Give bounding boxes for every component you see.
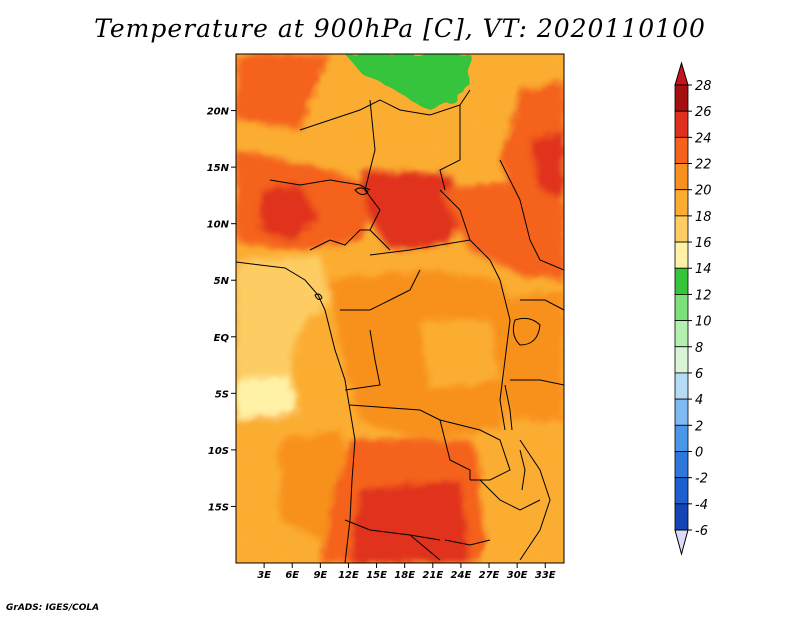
colorbar-segment: [674, 424, 689, 452]
lat-tick-label: 10S: [208, 446, 229, 457]
border-drc-west: [344, 329, 381, 391]
colorbar-label: 6: [695, 367, 703, 382]
border-mozambique: [519, 439, 551, 561]
field-cool-patch: [345, 54, 470, 110]
border-zambia: [439, 419, 511, 481]
field-congo-center: [420, 320, 500, 390]
colorbar-label: 4: [695, 393, 703, 408]
colorbar-segment: [674, 241, 689, 269]
borders: [236, 89, 564, 563]
colorbar-segment: [674, 372, 689, 400]
colorbar-segment: [674, 163, 689, 191]
colorbar-segment: [674, 346, 689, 374]
colorbar-label: 18: [695, 210, 712, 225]
colorbar-segment: [674, 267, 689, 295]
border-car: [369, 239, 501, 281]
lon-tick-label: 24E: [451, 570, 472, 581]
field-sahel-hotspot: [260, 185, 320, 240]
colorbar-label: 24: [695, 131, 712, 146]
border-zimbabwe: [479, 479, 541, 511]
longitude-ticks: 3E 6E 9E 12E 15E 18E 21E 24E 27E 30E 33E: [257, 563, 556, 581]
colorbar-label: 26: [695, 105, 712, 120]
lon-tick-label: 30E: [507, 570, 528, 581]
border-niger-nigeria: [269, 179, 371, 191]
colorbar-label: 20: [695, 184, 712, 199]
border-congo: [340, 269, 421, 311]
lake-victoria: [512, 317, 541, 346]
lat-tick-label: 5N: [214, 276, 230, 287]
lon-tick-label: 9E: [313, 570, 327, 581]
lon-tick-label: 18E: [394, 570, 415, 581]
lon-tick-label: 12E: [338, 570, 359, 581]
field-south-hot: [350, 480, 470, 563]
colorbar-label: -6: [695, 524, 708, 539]
border-tanzania: [510, 379, 564, 386]
border-east-1: [499, 159, 564, 271]
lon-tick-label: 6E: [285, 570, 299, 581]
colorbar-segment: [674, 477, 689, 505]
colorbar-label: 8: [695, 341, 703, 356]
lon-tick-label: 3E: [257, 570, 271, 581]
map-title: Temperature at 900hPa [C], VT: 202011010…: [94, 14, 706, 43]
colorbar-label: 16: [695, 236, 712, 251]
lon-tick-label: 21E: [422, 570, 443, 581]
border-botswana: [409, 534, 441, 561]
lon-tick-label: 33E: [535, 570, 556, 581]
border-sahel-north: [299, 89, 471, 131]
colorbar-label: 10: [695, 315, 712, 330]
colorbar-label: 14: [695, 262, 712, 277]
colorbar-segment: [674, 84, 689, 112]
colorbar-segment: [674, 110, 689, 138]
border-libya-sudan: [439, 105, 461, 191]
border-angola-south: [344, 519, 441, 541]
colorbar-segment: [674, 294, 689, 321]
map-frame: [235, 53, 565, 564]
border-chad: [364, 99, 391, 251]
colorbar-segment: [674, 451, 689, 479]
colorbar-label: 12: [695, 288, 712, 303]
border-namibia: [444, 539, 491, 546]
lat-tick-label: 20N: [207, 107, 230, 118]
colorbar-segment: [674, 503, 689, 531]
border-sudan-south: [439, 189, 471, 241]
colorbar-label: 2: [695, 419, 703, 434]
lat-tick-label: 15S: [208, 502, 229, 513]
temperature-field: [236, 54, 564, 563]
latitude-ticks: 20N 15N 10N 5N EQ 5S 10S 15S: [207, 107, 236, 513]
colorbar-segment: [674, 136, 689, 164]
coastline-west: [236, 261, 356, 563]
colorbar-label: 0: [695, 445, 703, 460]
field-east-warm: [500, 290, 564, 420]
colorbar-segment: [674, 215, 689, 243]
border-kenya: [520, 299, 564, 311]
colorbar-top-arrow: [674, 61, 689, 86]
field-se: [480, 420, 564, 563]
colorbar-segment: [674, 320, 689, 348]
field-ne-hot: [530, 130, 564, 200]
lake-tanganyika: [504, 384, 513, 431]
lake-chad: [354, 187, 369, 196]
colorbar-segment: [674, 398, 689, 426]
colorbar-label: 28: [695, 79, 712, 94]
border-angola: [349, 404, 471, 480]
field-sahel-east: [440, 180, 564, 280]
lake-malawi: [519, 449, 526, 491]
credit-label: GrADS: IGES/COLA: [6, 603, 100, 613]
colorbar-bottom-arrow: [674, 529, 689, 556]
coast-lake: [314, 293, 323, 300]
border-drc-east: [499, 279, 511, 431]
lat-tick-label: 15N: [207, 163, 230, 174]
lon-tick-label: 27E: [479, 570, 500, 581]
lat-tick-label: 5S: [215, 389, 229, 400]
colorbar-label: 22: [695, 158, 712, 173]
lat-tick-label: 10N: [207, 220, 230, 231]
lat-tick-label: EQ: [214, 333, 230, 344]
colorbar-segment: [674, 189, 689, 217]
border-nigeria-cameroon: [309, 229, 370, 251]
colorbar-label: -4: [695, 498, 708, 513]
colorbar-label: -2: [695, 472, 708, 487]
lon-tick-label: 15E: [366, 570, 387, 581]
